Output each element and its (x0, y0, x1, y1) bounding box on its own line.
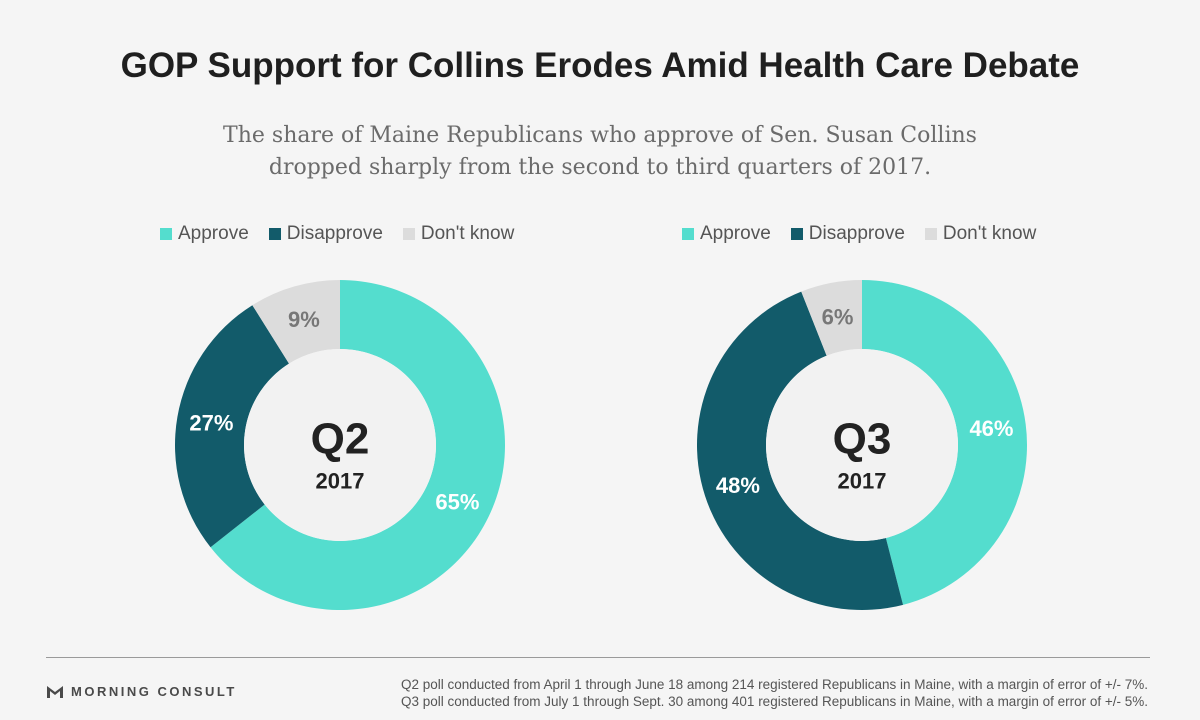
donut-chart-q3: 46% 48% 6% Q3 2017 (697, 280, 1027, 610)
donut-slice-don-t-know (252, 280, 340, 364)
donut-center-sublabel: 2017 (316, 469, 365, 494)
chart-title: GOP Support for Collins Erodes Amid Heal… (120, 46, 1080, 85)
slice-label-disapprove: 27% (189, 410, 233, 435)
legend-swatch-approve (682, 228, 694, 240)
donut-center (244, 349, 436, 541)
donut-slice-approve (862, 280, 1027, 605)
legend-item-approve: Approve (160, 223, 249, 245)
donut-center-sublabel: 2017 (838, 469, 887, 494)
slice-label-don-t-know: 6% (822, 304, 854, 329)
brand-name: MORNING CONSULT (71, 684, 237, 699)
legend-q2: Approve Disapprove Don't know (160, 222, 514, 246)
legend-swatch-disapprove (268, 228, 281, 240)
donut-slice-disapprove (697, 291, 904, 610)
donut-slice-don-t-know (801, 280, 862, 356)
legend-label-dont-know: Don't know (420, 223, 515, 244)
legend-label-dont-know: Don't know (942, 223, 1037, 244)
brand-logo: MORNING CONSULT (47, 684, 237, 699)
legend-swatch-approve (160, 228, 172, 240)
morning-consult-logo-icon (47, 685, 63, 698)
donut-center (766, 349, 958, 541)
slice-label-disapprove: 48% (716, 473, 760, 498)
legend-label-approve: Approve (700, 223, 771, 244)
slice-label-approve: 65% (435, 489, 479, 514)
legend-swatch-dont-know (924, 228, 937, 240)
footnote-q2: Q2 poll conducted from April 1 through J… (400, 677, 1148, 692)
donut-chart-q2: 65% 27% 9% Q2 2017 (175, 280, 505, 610)
legend-item-disapprove: Disapprove (790, 223, 905, 245)
legend-item-dont-know: Don't know (924, 223, 1037, 245)
donut-center-label: Q3 (833, 415, 892, 464)
legend-label-approve: Approve (178, 223, 249, 244)
legend-swatch-disapprove (790, 228, 803, 240)
subtitle-line-1: The share of Maine Republicans who appro… (223, 123, 977, 148)
subtitle-line-2: dropped sharply from the second to third… (268, 155, 932, 180)
legend-item-dont-know: Don't know (402, 223, 515, 245)
legend-swatch-dont-know (402, 228, 415, 240)
legend-q3: Approve Disapprove Don't know (682, 222, 1036, 246)
legend-label-disapprove: Disapprove (286, 223, 383, 244)
donut-center-label: Q2 (311, 415, 370, 464)
footnotes: Q2 poll conducted from April 1 through J… (288, 676, 1148, 710)
footnote-q3: Q3 poll conducted from July 1 through Se… (400, 694, 1148, 709)
slice-label-don-t-know: 9% (288, 307, 320, 332)
legend-item-approve: Approve (682, 223, 771, 245)
slice-label-approve: 46% (969, 416, 1013, 441)
chart-subtitle: The share of Maine Republicans who appro… (200, 120, 1000, 184)
legend-label-disapprove: Disapprove (808, 223, 905, 244)
donut-slice-disapprove (175, 305, 290, 548)
legend-item-disapprove: Disapprove (268, 223, 383, 245)
donut-slice-approve (210, 280, 505, 610)
footer-divider (46, 657, 1150, 658)
